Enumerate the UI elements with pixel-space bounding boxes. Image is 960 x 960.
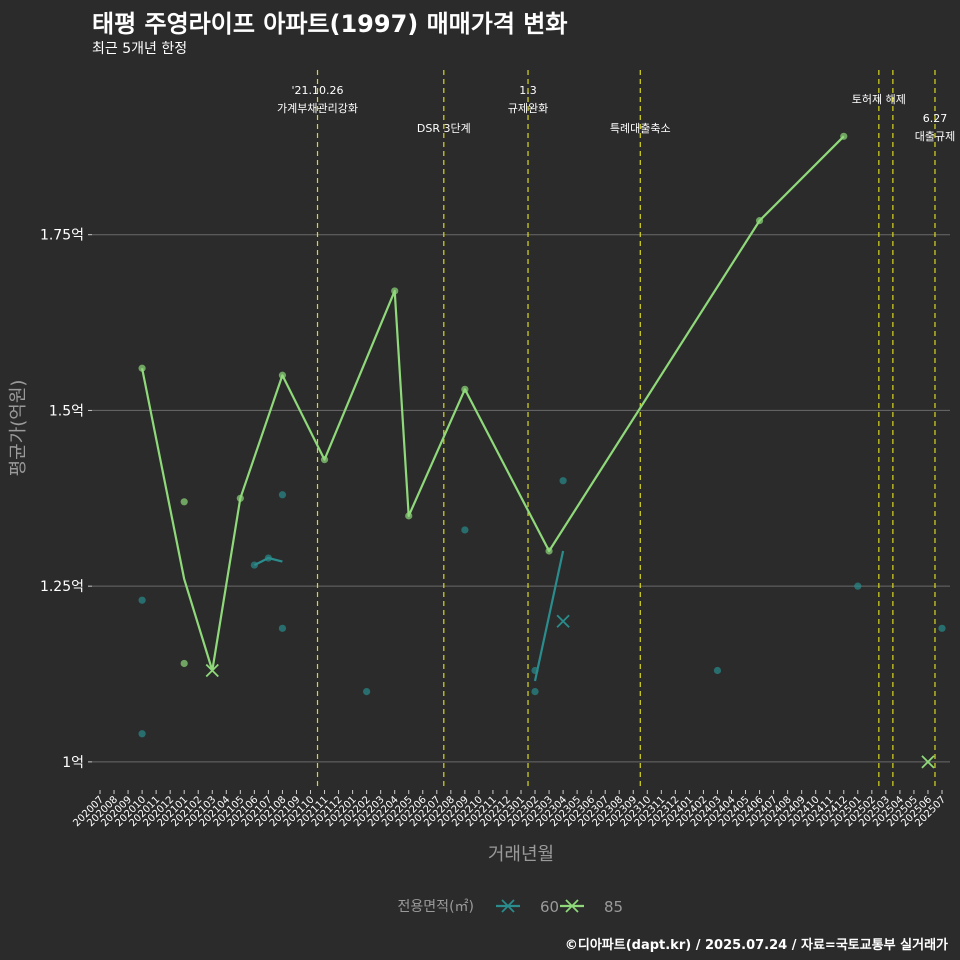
- data-point-85: [138, 364, 146, 372]
- data-point-60: [138, 730, 146, 738]
- event-label: DSR 3단계: [417, 122, 471, 135]
- y-tick-label: 1.5억: [49, 403, 84, 419]
- event-label: 토허제 해제: [852, 92, 906, 106]
- data-point-60: [278, 624, 287, 632]
- data-point-85: [180, 659, 188, 668]
- event-label: 대출규제: [915, 130, 955, 143]
- chart-title: 태평 주영라이프 아파트(1997) 매매가격 변화: [92, 10, 568, 38]
- x-marker-85: [921, 755, 935, 769]
- series-line-60: [533, 550, 565, 682]
- legend-label: 60: [540, 898, 559, 916]
- data-point-60: [278, 491, 287, 499]
- chart-subtitle: 최근 5개년 한정: [92, 41, 188, 57]
- y-tick-label: 1억: [62, 755, 84, 771]
- data-point-60: [138, 596, 146, 604]
- y-tick-label: 1.75억: [40, 228, 84, 244]
- event-label: 특례대출축소: [610, 122, 671, 135]
- data-point-60: [854, 582, 862, 590]
- chart-caption: ©디아파트(dapt.kr) / 2025.07.24 / 자료=국토교통부 실…: [564, 938, 948, 953]
- data-point-60: [363, 687, 371, 696]
- event-label: '21.10.26: [292, 84, 344, 97]
- y-tick-label: 1.25억: [40, 579, 84, 595]
- event-label: 1.3: [519, 84, 537, 97]
- event-label: 가계부채관리강화: [277, 102, 358, 115]
- data-point-60: [713, 666, 722, 675]
- data-point-60: [938, 624, 946, 632]
- series-line-85: [141, 135, 845, 672]
- x-marker-85: [205, 663, 219, 678]
- x-axis-label: 거래년월: [488, 844, 554, 865]
- x-marker-60: [556, 614, 570, 628]
- x-marker-stroke: [921, 755, 935, 769]
- data-point-60: [461, 526, 469, 534]
- legend-label: 85: [604, 898, 623, 916]
- series-line-60: [253, 556, 283, 567]
- event-label: 규제완화: [508, 102, 548, 115]
- legend-key-x: [501, 899, 515, 913]
- data-point-85: [180, 498, 188, 506]
- x-marker-stroke: [556, 614, 570, 628]
- data-point-60: [531, 687, 539, 696]
- legend-key-x: [565, 899, 579, 913]
- data-point-60: [559, 477, 567, 485]
- legend-title: 전용면적(㎡): [398, 899, 474, 915]
- x-marker-stroke: [205, 663, 219, 678]
- event-label: 6.27: [923, 112, 948, 125]
- y-axis-label: 평균가(억원): [8, 380, 29, 477]
